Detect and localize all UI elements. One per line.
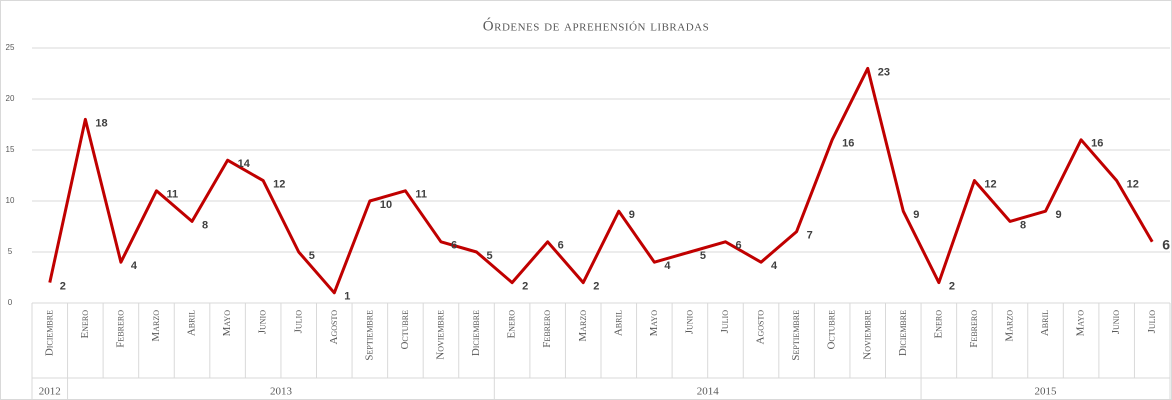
data-label: 10 [380,199,392,211]
x-tick-label: Diciembre [43,310,55,356]
data-label: 4 [771,260,778,272]
line-series [48,66,1154,295]
data-label: 7 [807,230,813,242]
data-label: 11 [415,189,427,201]
chart-title: Órdenes de aprehensión libradas [483,17,709,34]
data-label: 6 [735,240,741,252]
data-label: 5 [700,250,706,262]
data-label: 9 [1056,209,1062,221]
data-label: 6 [451,240,457,252]
data-label: 16 [842,138,854,150]
x-tick-label: Junio [1110,310,1122,334]
group-label: 2014 [697,386,720,398]
data-label: 1 [344,291,350,303]
x-tick-label: Diciembre [470,310,482,356]
group-label: 2013 [270,386,293,398]
x-tick-label: Mayo [221,310,233,337]
x-tick-label: Noviembre [861,310,873,360]
x-tick-label: Diciembre [897,310,909,356]
y-tick-label: 10 [6,196,15,205]
x-tick-label: Junio [257,310,269,334]
x-tick-label: Febrero [541,310,553,348]
data-label: 14 [238,158,251,170]
x-tick-label: Mayo [648,310,660,337]
data-label: 4 [131,260,138,272]
x-tick-label: Agosto [328,310,340,345]
y-tick-label: 0 [8,298,13,307]
x-tick-label: Enero [506,310,518,339]
data-label: 4 [664,260,671,272]
data-label: 5 [309,250,315,262]
x-tick-label: Abril [612,310,624,336]
data-label: 9 [629,209,635,221]
data-label: 8 [202,219,208,231]
data-label: 2 [522,281,528,293]
data-label: 12 [1127,179,1139,191]
y-tick-label: 25 [6,43,15,52]
data-label: 2 [593,281,599,293]
data-label: 11 [166,189,178,201]
x-tick-label: Junio [683,310,695,334]
x-tick-label: Marzo [150,310,162,342]
x-tick-label: Abril [186,310,198,336]
x-tick-label: Febrero [968,310,980,348]
y-tick-label: 15 [6,145,15,154]
x-tick-label: Noviembre [435,310,447,360]
x-tick-label: Octubre [399,310,411,350]
data-label: 6 [1162,237,1170,253]
x-tick-label: Octubre [826,310,838,350]
data-label: 12 [273,179,285,191]
y-tick-label: 20 [6,94,15,103]
x-tick-label: Julio [1146,310,1158,334]
data-label: 18 [95,117,107,129]
x-tick-label: Enero [932,310,944,339]
x-tick-label: Abril [1039,310,1051,336]
data-label: 2 [60,281,66,293]
x-tick-label: Marzo [1004,310,1016,342]
x-tick-label: Marzo [577,310,589,342]
x-tick-label: Julio [719,310,731,334]
data-label: 8 [1020,219,1026,231]
x-tick-label: Enero [79,310,91,339]
x-tick-label: Febrero [114,310,126,348]
data-label: 2 [949,281,955,293]
x-tick-label: Septiembre [363,310,375,361]
data-label: 12 [984,179,996,191]
group-label: 2015 [1035,386,1058,398]
group-label: 2012 [39,386,61,398]
x-tick-label: Julio [292,310,304,334]
x-tick-label: Agosto [755,310,767,345]
data-label: 23 [878,66,890,78]
x-tick-label: Septiembre [790,310,802,361]
data-label: 6 [558,240,564,252]
x-tick-label: Mayo [1075,310,1087,337]
data-label: 9 [913,209,919,221]
data-label: 16 [1091,138,1103,150]
y-tick-label: 5 [8,247,13,256]
data-label: 5 [487,250,493,262]
